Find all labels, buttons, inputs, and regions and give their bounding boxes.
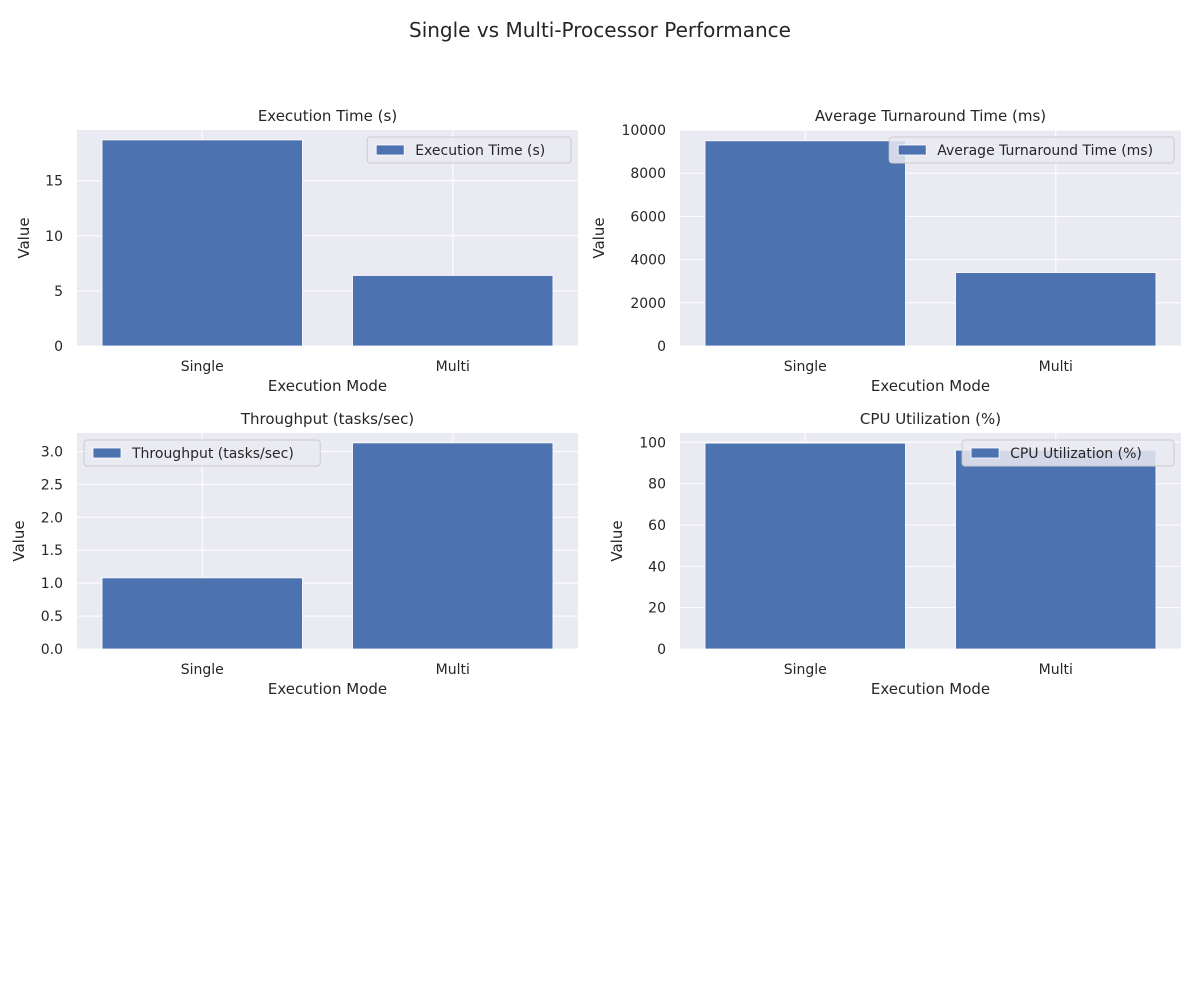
- y-tick-label: 6000: [630, 209, 666, 225]
- y-tick-label: 1.5: [41, 543, 63, 559]
- y-tick-label: 40: [648, 559, 666, 575]
- y-tick-label: 10: [45, 229, 63, 245]
- subplot-title: Execution Time (s): [258, 107, 397, 125]
- x-axis-label: Execution Mode: [268, 377, 387, 395]
- legend: Throughput (tasks/sec): [83, 439, 321, 467]
- x-tick-label: Multi: [436, 359, 470, 375]
- subplot-panel: 0 2000 4000 6000 8000 10000 Single Multi Average…: [590, 107, 1181, 395]
- subplot-panel: 0.0 0.5 1.0 1.5 2.0 2.5 3.0 Single Multi Throughp…: [10, 410, 578, 698]
- legend-label: Execution Time (s): [415, 143, 545, 159]
- legend-swatch: [970, 447, 1000, 459]
- legend: Execution Time (s): [366, 136, 572, 164]
- y-axis-label: Value: [590, 217, 608, 258]
- bar: [955, 272, 1157, 347]
- y-tick-label: 8000: [630, 166, 666, 182]
- subplot-grid: 0 5 10 15 Single Multi Execution Time (s) Execu…: [10, 107, 1181, 698]
- legend-swatch: [375, 144, 405, 156]
- y-tick-label: 0: [657, 339, 666, 355]
- y-axis-label: Value: [10, 520, 28, 561]
- x-axis-label: Execution Mode: [268, 680, 387, 698]
- legend-box: [366, 136, 572, 164]
- y-axis-label: Value: [608, 520, 626, 561]
- legend-swatch: [92, 447, 122, 459]
- y-tick-label: 60: [648, 518, 666, 534]
- legend-box: [888, 136, 1175, 164]
- y-tick-label: 4000: [630, 253, 666, 269]
- y-tick-label: 1.0: [41, 576, 63, 592]
- bar: [101, 139, 303, 347]
- subplot-panel: 0 5 10 15 Single Multi Execution Time (s) Execu…: [15, 107, 578, 395]
- subplot-panel: 0 20 40 60 80 100 Single Multi CPU Utilization (…: [608, 410, 1181, 698]
- y-tick-label: 15: [45, 174, 63, 190]
- y-tick-label: 80: [648, 477, 666, 493]
- x-tick-label: Single: [181, 662, 224, 678]
- y-tick-label: 10000: [621, 123, 666, 139]
- bar: [352, 442, 554, 650]
- y-tick-label: 5: [54, 284, 63, 300]
- subplot-title: Throughput (tasks/sec): [240, 410, 414, 428]
- y-axis-label: Value: [15, 217, 33, 258]
- y-tick-label: 0.5: [41, 609, 63, 625]
- x-tick-label: Single: [181, 359, 224, 375]
- subplot-title: CPU Utilization (%): [860, 410, 1001, 428]
- legend-box: [83, 439, 321, 467]
- x-axis-label: Execution Mode: [871, 377, 990, 395]
- y-tick-label: 2.5: [41, 477, 63, 493]
- bar: [101, 577, 303, 650]
- x-tick-label: Multi: [436, 662, 470, 678]
- x-tick-label: Multi: [1039, 662, 1073, 678]
- y-tick-label: 20: [648, 601, 666, 617]
- bar: [704, 140, 906, 347]
- legend: Average Turnaround Time (ms): [888, 136, 1175, 164]
- legend-label: Throughput (tasks/sec): [131, 446, 294, 462]
- legend-box: [961, 439, 1175, 467]
- legend: CPU Utilization (%): [961, 439, 1175, 467]
- bar: [352, 275, 554, 347]
- y-tick-label: 0.0: [41, 642, 63, 658]
- y-tick-label: 2000: [630, 296, 666, 312]
- subplot-title: Average Turnaround Time (ms): [815, 107, 1046, 125]
- bar: [704, 442, 906, 650]
- x-tick-label: Single: [784, 662, 827, 678]
- legend-label: CPU Utilization (%): [1010, 446, 1142, 462]
- legend-label: Average Turnaround Time (ms): [937, 143, 1153, 159]
- figure-suptitle: Single vs Multi-Processor Performance: [409, 18, 791, 42]
- x-axis-label: Execution Mode: [871, 680, 990, 698]
- x-tick-label: Multi: [1039, 359, 1073, 375]
- y-tick-label: 0: [54, 339, 63, 355]
- x-tick-label: Single: [784, 359, 827, 375]
- y-tick-label: 0: [657, 642, 666, 658]
- y-tick-label: 2.0: [41, 510, 63, 526]
- y-tick-label: 3.0: [41, 444, 63, 460]
- legend-swatch: [897, 144, 927, 156]
- bar: [955, 449, 1157, 650]
- y-tick-label: 100: [639, 435, 666, 451]
